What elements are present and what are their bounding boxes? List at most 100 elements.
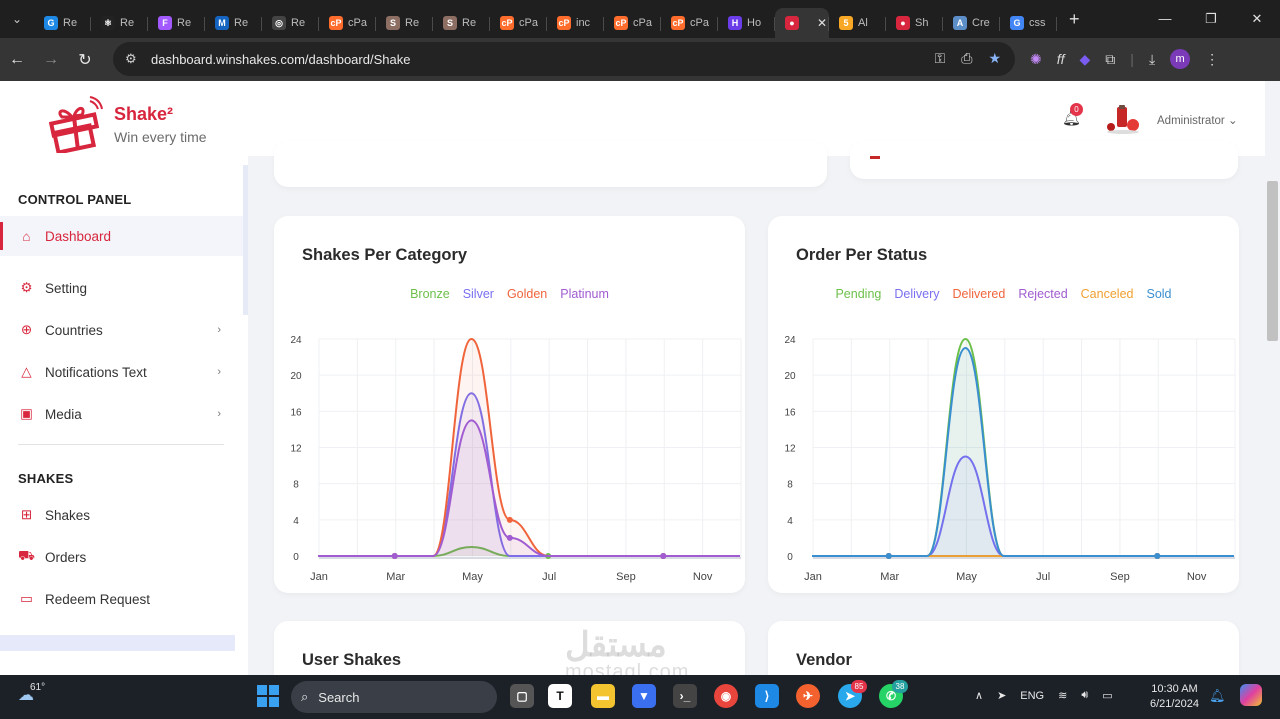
browser-tab-active[interactable]: ● ✕ bbox=[775, 8, 829, 38]
legend-item[interactable]: Bronze bbox=[410, 287, 450, 301]
legend-item[interactable]: Sold bbox=[1146, 287, 1172, 301]
sidebar-item-shakes[interactable]: ⊞ Shakes bbox=[0, 495, 243, 535]
app-icon[interactable]: ▼ bbox=[632, 684, 656, 708]
y-tick-label: 20 bbox=[784, 371, 796, 382]
legend-item[interactable]: Pending bbox=[835, 287, 882, 301]
font-extension-icon[interactable]: ff bbox=[1056, 51, 1065, 67]
avatar[interactable] bbox=[1103, 103, 1143, 135]
clock[interactable]: 10:30 AM 6/21/2024 bbox=[1150, 682, 1199, 712]
close-tab-icon[interactable]: ✕ bbox=[817, 16, 828, 30]
sidebar-item-dashboard[interactable]: ⌂ Dashboard bbox=[0, 216, 243, 256]
close-window-icon[interactable]: ✕ bbox=[1251, 11, 1263, 26]
reload-icon[interactable]: ↻ bbox=[78, 51, 92, 69]
browser-tab[interactable]: cP cPa bbox=[661, 8, 718, 38]
site-info-icon[interactable]: ⚙ bbox=[125, 51, 137, 66]
wifi-icon[interactable]: ≋ bbox=[1058, 690, 1068, 702]
browser-menu-icon[interactable]: ⋮ bbox=[1205, 50, 1220, 67]
tab-favicon-icon: cP bbox=[671, 16, 685, 30]
cart-icon: ⛟ bbox=[18, 548, 35, 563]
legend-item[interactable]: Rejected bbox=[1018, 287, 1068, 301]
browser-tab-bar: ⌄ G Re ⚛ Re F Re M Re ◎ Re cP cPa S Re S Re cP cPa cP inc cP… bbox=[0, 0, 1280, 38]
send-icon[interactable]: ➤ bbox=[997, 690, 1007, 702]
tab-title: Re bbox=[405, 17, 420, 29]
teams-icon[interactable]: T bbox=[548, 684, 572, 708]
legend-item[interactable]: Platinum bbox=[560, 287, 609, 301]
browser-tab[interactable]: cP cPa bbox=[319, 8, 376, 38]
volume-icon[interactable]: 🔊︎ bbox=[1081, 689, 1089, 701]
omnibox[interactable]: ⚙ dashboard.winshakes.com/dashboard/Shak… bbox=[113, 42, 1015, 76]
tab-title: Re bbox=[462, 17, 477, 29]
postman-icon[interactable]: ✈ bbox=[796, 684, 820, 708]
browser-tab[interactable]: A Cre bbox=[943, 8, 1000, 38]
profile-avatar[interactable]: m bbox=[1170, 49, 1191, 69]
sidebar-item-setting[interactable]: ⚙ Setting bbox=[0, 268, 243, 308]
weather-widget[interactable]: ☁ 61° bbox=[18, 682, 45, 705]
taskbar-search[interactable]: ⌕ Search bbox=[291, 681, 497, 713]
sidebar-item-countries[interactable]: ⊕ Countries › bbox=[0, 310, 243, 350]
cube-extension-icon[interactable]: ◆ bbox=[1079, 50, 1091, 67]
legend-item[interactable]: Canceled bbox=[1080, 287, 1134, 301]
vscode-icon[interactable]: ⟩ bbox=[755, 684, 779, 708]
maximize-icon[interactable]: ❐ bbox=[1205, 11, 1217, 26]
vendor-title: Vendor bbox=[796, 651, 852, 669]
language-indicator[interactable]: ENG bbox=[1020, 689, 1045, 702]
install-app-icon[interactable]: ⎙ bbox=[961, 50, 973, 66]
browser-tab[interactable]: ● Sh bbox=[886, 8, 943, 38]
sidebar-item-media[interactable]: ▣ Media › bbox=[0, 394, 243, 434]
browser-tab[interactable]: 5 Al bbox=[829, 8, 886, 38]
sidebar-next-item[interactable] bbox=[0, 635, 235, 651]
chrome-icon[interactable]: ◉ bbox=[714, 684, 738, 708]
scrollbar-thumb[interactable] bbox=[1267, 181, 1278, 341]
series-area bbox=[318, 393, 740, 556]
browser-tab[interactable]: F Re bbox=[148, 8, 205, 38]
browser-tab[interactable]: cP cPa bbox=[604, 8, 661, 38]
browser-tab[interactable]: cP cPa bbox=[490, 8, 547, 38]
legend-item[interactable]: Delivery bbox=[894, 287, 940, 301]
browser-tab[interactable]: S Re bbox=[433, 8, 490, 38]
forward-icon[interactable]: → bbox=[43, 50, 59, 68]
logo[interactable]: Shake² Win every time bbox=[46, 95, 207, 153]
sidebar-item-redeem-request[interactable]: ▭ Redeem Request bbox=[0, 579, 243, 619]
logo-tagline: Win every time bbox=[114, 128, 207, 145]
new-tab-icon[interactable]: + bbox=[1069, 8, 1080, 29]
browser-tab[interactable]: cP inc bbox=[547, 8, 604, 38]
browser-tab[interactable]: M Re bbox=[205, 8, 262, 38]
browser-tab[interactable]: ⚛ Re bbox=[91, 8, 148, 38]
user-menu[interactable]: Administrator ⌄ bbox=[1157, 115, 1238, 127]
tab-title: Cre bbox=[972, 17, 990, 29]
terminal-icon[interactable]: ›_ bbox=[673, 684, 697, 708]
bookmark-star-icon[interactable]: ★ bbox=[988, 50, 1001, 66]
legend-item[interactable]: Silver bbox=[462, 287, 494, 301]
top-card-left bbox=[274, 141, 827, 187]
sidebar-item-orders[interactable]: ⛟ Orders bbox=[0, 537, 243, 577]
sidebar-scrollbar[interactable] bbox=[243, 165, 248, 315]
back-icon[interactable]: ← bbox=[9, 50, 25, 68]
puzzle-extensions-icon[interactable]: ⧉ bbox=[1105, 50, 1116, 67]
notification-bell-icon[interactable]: 🔔︎ bbox=[1209, 688, 1226, 703]
file-explorer-icon[interactable]: ▬ bbox=[591, 684, 615, 708]
legend-item[interactable]: Golden bbox=[506, 287, 548, 301]
browser-tab[interactable]: S Re bbox=[376, 8, 433, 38]
password-key-icon[interactable]: ⚿ bbox=[934, 50, 946, 66]
start-button[interactable] bbox=[257, 685, 279, 707]
tab-search-icon[interactable]: ⌄ bbox=[11, 12, 23, 26]
legend-item[interactable]: Delivered bbox=[952, 287, 1006, 301]
minimize-icon[interactable]: — bbox=[1158, 11, 1172, 26]
user-shakes-card: User Shakes bbox=[274, 621, 745, 675]
chevron-up-icon[interactable]: ∧ bbox=[975, 690, 984, 702]
browser-tab[interactable]: H Ho bbox=[718, 8, 775, 38]
browser-tab[interactable]: G Re bbox=[34, 8, 91, 38]
page-scrollbar[interactable] bbox=[1265, 81, 1280, 675]
sidebar-item-notifications-text[interactable]: △ Notifications Text › bbox=[0, 352, 243, 392]
sidebar-item-label: Redeem Request bbox=[45, 591, 151, 607]
url-text[interactable]: dashboard.winshakes.com/dashboard/Shake bbox=[151, 51, 411, 67]
brain-extension-icon[interactable]: ✺ bbox=[1030, 50, 1042, 67]
battery-icon[interactable]: ▭ bbox=[1102, 690, 1113, 702]
download-icon[interactable]: ⤓ bbox=[1148, 50, 1156, 67]
sidebar-item-label: Orders bbox=[45, 549, 87, 565]
x-tick-label: Jan bbox=[310, 571, 328, 583]
browser-tab[interactable]: ◎ Re bbox=[262, 8, 319, 38]
task-view-icon[interactable]: ▢ bbox=[510, 684, 534, 708]
copilot-icon[interactable] bbox=[1240, 684, 1262, 706]
